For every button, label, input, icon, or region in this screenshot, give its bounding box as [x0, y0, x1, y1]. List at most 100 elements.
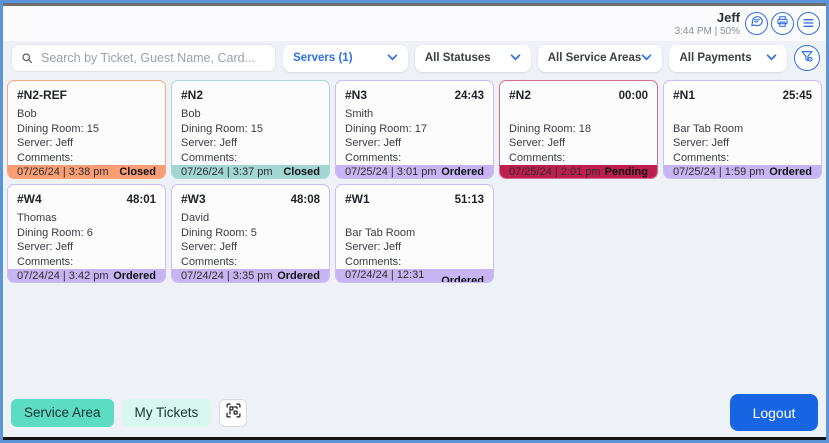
my-tickets-button[interactable]: My Tickets: [121, 398, 212, 427]
ticket-comments: Comments:: [17, 255, 74, 268]
search-field[interactable]: [11, 44, 277, 72]
ticket-datetime: 07/24/24 | 12:31 pm: [345, 268, 425, 282]
ticket-datetime: 07/24/24 | 3:42 pm: [17, 269, 109, 282]
ticket-number: #N2: [509, 88, 532, 102]
ticket-room: Dining Room: 5: [181, 226, 257, 239]
ticket-server: Server: Jeff: [509, 137, 566, 150]
ticket-card-n2-pending[interactable]: #N2 00:00 Dining Room: 18 Server: Jeff C…: [499, 80, 658, 179]
ticket-number: #W1: [345, 192, 370, 206]
ticket-footer: 07/24/24 | 3:42 pm Ordered: [8, 269, 165, 282]
ticket-number: #W3: [181, 192, 206, 206]
ticket-card-w3[interactable]: #W3 48:08 David Dining Room: 5 Server: J…: [171, 184, 330, 283]
ticket-guest: Smith: [345, 108, 374, 120]
ticket-comments: Comments:: [673, 151, 730, 164]
ticket-datetime: 07/26/24 | 3:37 pm: [181, 165, 273, 178]
header-actions: [745, 12, 820, 35]
ticket-server: Server: Jeff: [345, 241, 402, 254]
ticket-server: Server: Jeff: [181, 241, 238, 254]
ticket-card-n2-ref[interactable]: #N2-REF Bob Dining Room: 15 Server: Jeff…: [7, 80, 166, 179]
ticket-guest: Bob: [181, 108, 201, 120]
payments-dropdown[interactable]: All Payments: [669, 44, 788, 72]
user-info: Jeff 3:44 PM | 50%: [675, 10, 740, 37]
ticket-card-w4[interactable]: #W4 48:01 Thomas Dining Room: 6 Server: …: [7, 184, 166, 283]
ticket-timer: 00:00: [618, 90, 648, 102]
ticket-room: Dining Room: 6: [17, 226, 93, 239]
ticket-card-w1[interactable]: #W1 51:13 Bar Tab Room Server: Jeff Comm…: [335, 184, 494, 283]
ticket-comments: Comments:: [345, 151, 402, 164]
chevron-down-icon: [766, 52, 777, 64]
service-area-button[interactable]: Service Area: [11, 398, 114, 427]
chat-icon: [750, 14, 764, 33]
menu-icon: [803, 15, 814, 33]
top-divider: [3, 3, 826, 6]
print-button[interactable]: [771, 12, 794, 35]
ticket-server: Server: Jeff: [673, 137, 730, 150]
ticket-status: Ordered: [113, 269, 156, 282]
search-icon: [21, 52, 33, 64]
ticket-guest: David: [181, 212, 210, 224]
ticket-number: #N1: [673, 88, 696, 102]
ticket-room: Bar Tab Room: [673, 122, 744, 135]
ticket-comments: Comments:: [181, 151, 238, 164]
ticket-room: Dining Room: 17: [345, 122, 427, 135]
ticket-datetime: 07/24/24 | 3:35 pm: [181, 269, 273, 282]
logout-button[interactable]: Logout: [730, 394, 818, 431]
chevron-down-icon: [387, 52, 398, 64]
ticket-status: Ordered: [277, 269, 320, 282]
filter-funnel-icon: [800, 49, 814, 68]
ticket-room: Bar Tab Room: [345, 226, 416, 239]
ticket-footer: 07/25/24 | 3:01 pm Ordered: [336, 165, 493, 178]
service-areas-dropdown[interactable]: All Service Areas: [537, 44, 663, 72]
filter-bar: Servers (1) All Statuses All Service Are…: [11, 44, 820, 72]
ticket-room: Dining Room: 18: [509, 122, 591, 135]
bottom-bar: Service Area My Tickets Logout: [11, 394, 818, 431]
ticket-footer: 07/24/24 | 3:35 pm Ordered: [172, 269, 329, 282]
ticket-server: Server: Jeff: [17, 241, 74, 254]
ticket-guest: Bob: [17, 108, 37, 120]
ticket-server: Server: Jeff: [345, 137, 402, 150]
statuses-dropdown-label: All Statuses: [424, 52, 491, 64]
chevron-down-icon: [510, 52, 521, 64]
ticket-number: #N2: [181, 88, 204, 102]
ticket-timer: 48:08: [290, 194, 320, 206]
servers-dropdown-label: Servers (1): [293, 52, 353, 64]
printer-icon: [776, 15, 789, 33]
ticket-card-n1[interactable]: #N1 25:45 Bar Tab Room Server: Jeff Comm…: [663, 80, 822, 179]
servers-dropdown[interactable]: Servers (1): [283, 44, 408, 72]
ticket-comments: Comments:: [509, 151, 566, 164]
ticket-footer: 07/25/24 | 2:01 pm Pending: [500, 165, 657, 178]
chat-button[interactable]: [745, 12, 768, 35]
ticket-footer: 07/26/24 | 3:37 pm Closed: [172, 165, 329, 178]
ticket-guest: Thomas: [17, 212, 57, 224]
ticket-footer: 07/26/24 | 3:38 pm Closed: [8, 165, 165, 178]
service-areas-dropdown-label: All Service Areas: [547, 52, 642, 64]
statuses-dropdown[interactable]: All Statuses: [414, 44, 531, 72]
ticket-timer: 25:45: [782, 90, 812, 102]
ticket-status: Ordered: [441, 274, 484, 283]
ticket-datetime: 07/26/24 | 3:38 pm: [17, 165, 109, 178]
ticket-status: Ordered: [769, 165, 812, 178]
ticket-footer: 07/24/24 | 12:31 pm Ordered: [336, 268, 493, 283]
ticket-room: Dining Room: 15: [17, 122, 99, 135]
menu-button[interactable]: [797, 12, 820, 35]
ticket-comments: Comments:: [345, 255, 402, 268]
ticket-card-n3[interactable]: #N3 24:43 Smith Dining Room: 17 Server: …: [335, 80, 494, 179]
qr-scan-button[interactable]: [219, 398, 248, 427]
ticket-timer: 48:01: [126, 194, 156, 206]
ticket-card-n2-closed[interactable]: #N2 Bob Dining Room: 15 Server: Jeff Com…: [171, 80, 330, 179]
ticket-status: Pending: [604, 165, 648, 178]
ticket-room: Dining Room: 15: [181, 122, 263, 135]
ticket-status: Closed: [119, 165, 156, 178]
ticket-number: #N2-REF: [17, 88, 68, 102]
user-name: Jeff: [716, 10, 740, 25]
ticket-number: #W4: [17, 192, 42, 206]
ticket-datetime: 07/25/24 | 1:59 pm: [673, 165, 765, 178]
ticket-comments: Comments:: [17, 151, 74, 164]
ticket-server: Server: Jeff: [181, 137, 238, 150]
ticket-timer: 24:43: [454, 90, 484, 102]
bottom-divider: [3, 437, 826, 440]
advanced-filter-button[interactable]: [794, 45, 820, 71]
chevron-down-icon: [641, 52, 652, 64]
search-input[interactable]: [39, 50, 267, 66]
